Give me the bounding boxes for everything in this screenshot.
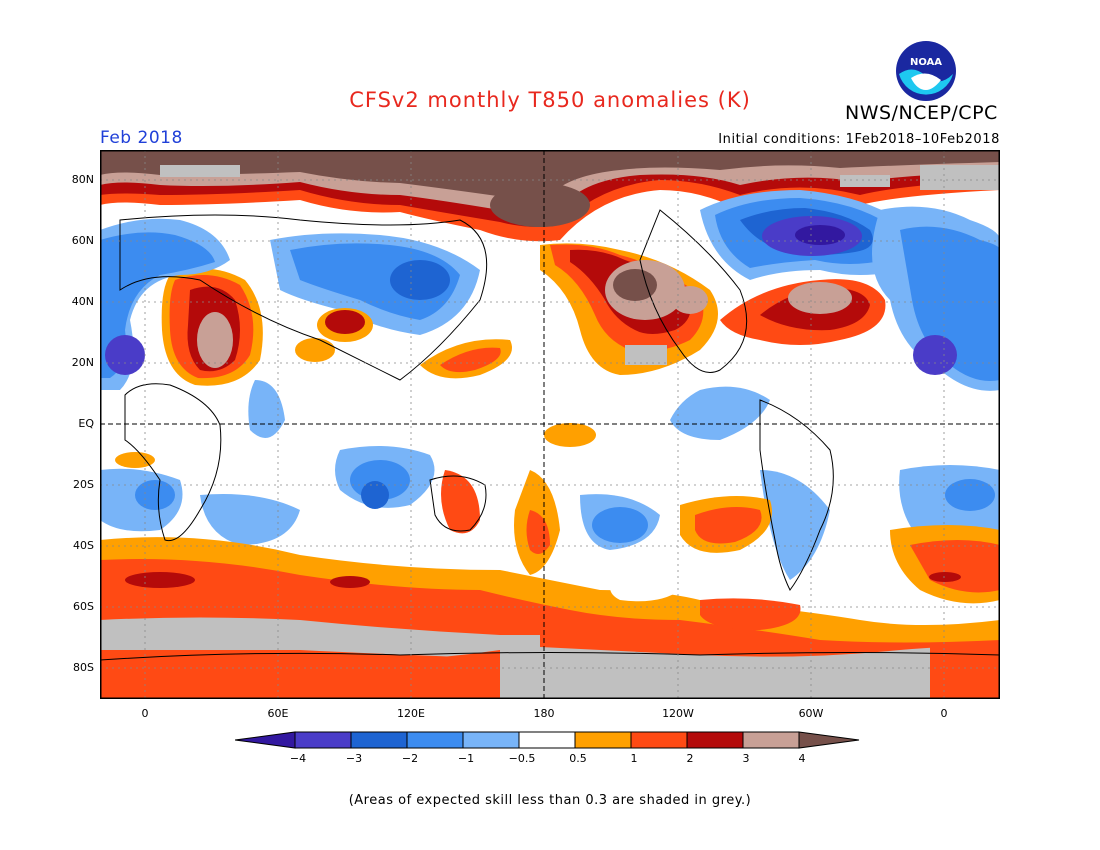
north-atlantic-warm-region — [720, 279, 886, 345]
lon-label: 120W — [662, 707, 694, 720]
continent-outlines — [100, 209, 1000, 661]
arctic-warm-region — [100, 150, 1000, 242]
map-title: CFSv2 monthly T850 anomalies (K) — [349, 88, 751, 112]
colorbar-cell — [574, 731, 632, 749]
colorbar-cell — [406, 731, 464, 749]
lat-label: 80S — [73, 661, 94, 674]
skill-footnote: (Areas of expected skill less than 0.3 a… — [348, 793, 752, 808]
colorbar-cell — [462, 731, 520, 749]
colorbar-label: −3 — [345, 752, 363, 765]
lat-label: 60S — [73, 600, 94, 613]
colorbar-label: 1 — [630, 752, 638, 765]
colorbar-label: −0.5 — [508, 752, 536, 765]
agency-label: NWS/NCEP/CPC — [845, 102, 998, 124]
colorbar-cell — [798, 731, 860, 749]
lon-label: 120E — [397, 707, 425, 720]
colorbar-label: 2 — [686, 752, 694, 765]
lon-label: 0 — [940, 707, 948, 720]
colorbar-label: −1 — [457, 752, 475, 765]
logo-text: NOAA — [910, 57, 942, 68]
forecast-period: Feb 2018 — [100, 128, 183, 148]
gridlines — [100, 150, 1000, 699]
colorbar-cell — [742, 731, 800, 749]
eurasia-cold-region — [100, 206, 1000, 391]
colorbar-label: 0.5 — [569, 752, 587, 765]
lon-label: 60E — [267, 707, 289, 720]
colorbar-label: 3 — [742, 752, 750, 765]
lon-label: 180 — [533, 707, 555, 720]
southern-ocean-warm-band — [100, 537, 1000, 699]
colorbar-cell — [630, 731, 688, 749]
lat-label: 80N — [71, 173, 94, 186]
colorbar-cell — [518, 731, 576, 749]
lat-label: 20S — [73, 478, 94, 491]
anomaly-map — [100, 150, 1000, 699]
lat-label: 60N — [71, 234, 94, 247]
colorbar-cell — [686, 731, 744, 749]
lat-label: EQ — [78, 417, 94, 430]
lon-label: 60W — [798, 707, 824, 720]
lat-label: 40S — [73, 539, 94, 552]
lat-label: 40N — [71, 295, 94, 308]
lon-label: 0 — [141, 707, 149, 720]
asia-warm-patches — [295, 308, 512, 379]
initial-conditions: Initial conditions: 1Feb2018–10Feb2018 — [718, 132, 1000, 147]
colorbar — [235, 731, 860, 749]
tropical-cold-patches — [100, 380, 1000, 580]
colorbar-cell — [294, 731, 352, 749]
colorbar-label: −4 — [289, 752, 307, 765]
noaa-logo: NOAA — [895, 40, 957, 106]
colorbar-cell — [350, 731, 408, 749]
colorbar-label: 4 — [798, 752, 806, 765]
colorbar-cell — [235, 731, 296, 749]
map-frame — [100, 150, 1000, 699]
colorbar-label: −2 — [401, 752, 419, 765]
north-america-cold-region — [700, 190, 920, 280]
equator-dateline — [100, 150, 1000, 699]
north-pacific-warm-region — [540, 243, 718, 375]
southern-warm-patches — [115, 423, 1000, 604]
lat-label: 20N — [71, 356, 94, 369]
